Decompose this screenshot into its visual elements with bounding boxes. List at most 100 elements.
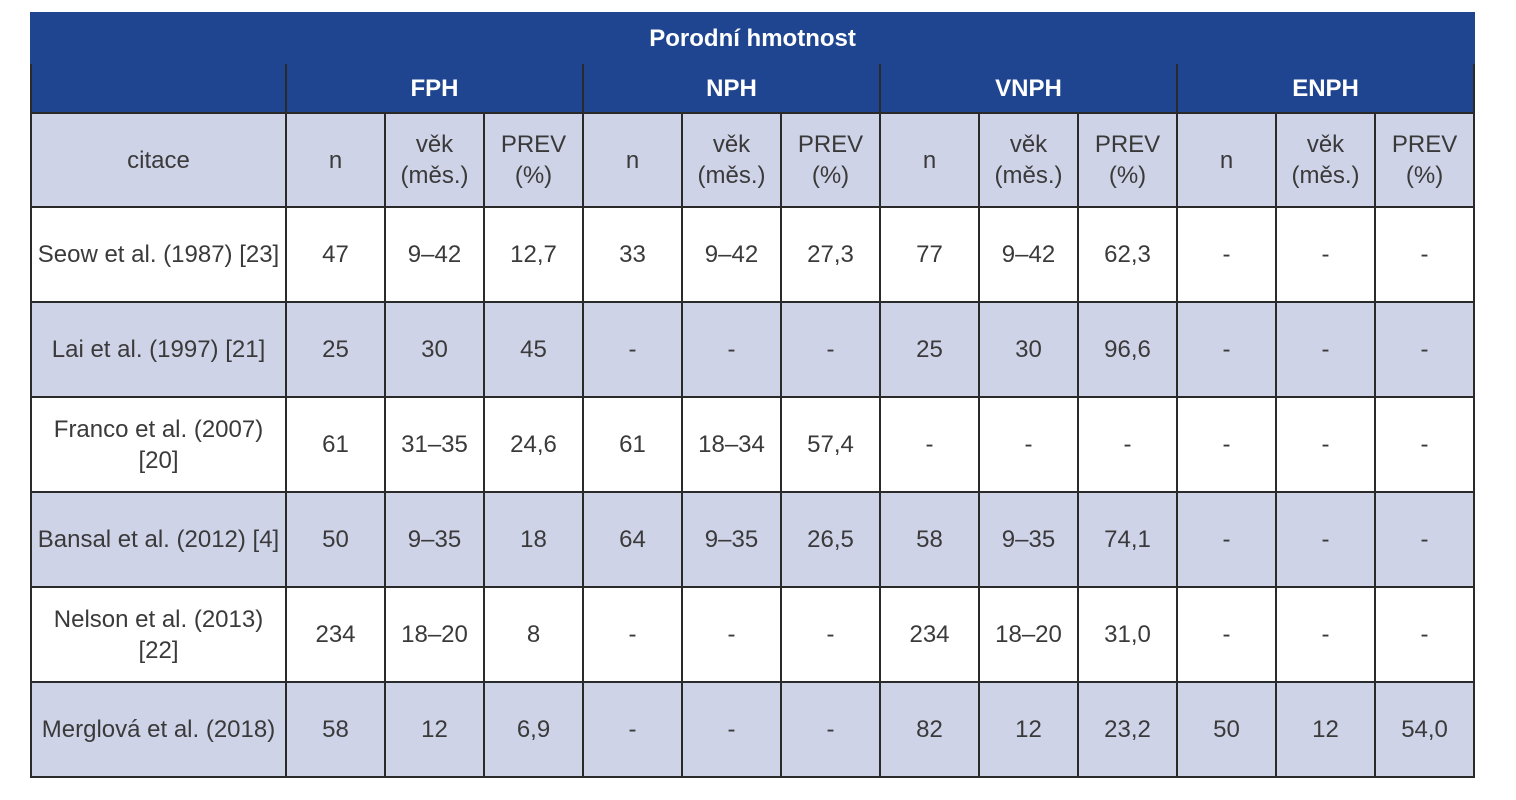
value-cell: -: [1275, 491, 1376, 588]
value-cell: -: [1077, 396, 1178, 493]
value-cell: -: [1176, 491, 1277, 588]
column-header-prev: PREV (%): [1077, 112, 1178, 208]
value-cell: 61: [582, 396, 683, 493]
value-cell: -: [1176, 206, 1277, 303]
group-header-fph: FPH: [285, 62, 584, 114]
value-cell: 26,5: [780, 491, 881, 588]
column-header-age: věk (měs.): [978, 112, 1079, 208]
column-header-prev: PREV (%): [1373, 112, 1476, 208]
group-header-blank: [30, 62, 287, 114]
table-row: Seow et al. (1987) [23] 47 9–42 12,7 33 9–42 2…: [30, 206, 1476, 303]
value-cell: 45: [483, 301, 584, 398]
value-cell: 58: [285, 681, 386, 778]
value-cell: -: [780, 681, 881, 778]
value-cell: 12: [384, 681, 485, 778]
value-cell: -: [1373, 301, 1476, 398]
value-cell: -: [1373, 206, 1476, 303]
column-header-prev: PREV (%): [780, 112, 881, 208]
column-header-n: n: [285, 112, 386, 208]
value-cell: 30: [978, 301, 1079, 398]
value-cell: 24,6: [483, 396, 584, 493]
value-cell: 18–34: [681, 396, 782, 493]
group-header-row: FPH NPH VNPH ENPH: [30, 62, 1476, 114]
citation-cell: Bansal et al. (2012) [4]: [30, 491, 287, 588]
value-cell: 12,7: [483, 206, 584, 303]
value-cell: 50: [1176, 681, 1277, 778]
value-cell: 9–35: [978, 491, 1079, 588]
value-cell: -: [582, 681, 683, 778]
value-cell: -: [582, 301, 683, 398]
table-title: Porodní hmotnost: [29, 12, 1476, 64]
value-cell: 33: [582, 206, 683, 303]
value-cell: -: [1275, 301, 1376, 398]
value-cell: -: [1275, 586, 1376, 683]
value-cell: 30: [384, 301, 485, 398]
table-row: Lai et al. (1997) [21] 25 30 45- - -25 30 96,6-…: [30, 301, 1476, 398]
citation-cell: Merglová et al. (2018): [30, 681, 287, 778]
column-header-n: n: [879, 112, 980, 208]
value-cell: 18–20: [978, 586, 1079, 683]
column-header-n: n: [582, 112, 683, 208]
value-cell: 234: [285, 586, 386, 683]
value-cell: 9–35: [384, 491, 485, 588]
value-cell: -: [1275, 206, 1376, 303]
value-cell: 27,3: [780, 206, 881, 303]
table-row: Bansal et al. (2012) [4] 50 9–35 18 64 9–35 26…: [30, 491, 1476, 588]
value-cell: 47: [285, 206, 386, 303]
column-header-citation: citace: [30, 112, 287, 208]
group-header-nph: NPH: [582, 62, 881, 114]
value-cell: 6,9: [483, 681, 584, 778]
column-header-row: citace n věk (měs.) PREV (%) n věk (měs.) PRE…: [30, 112, 1476, 208]
group-header-vnph: VNPH: [879, 62, 1178, 114]
column-header-n: n: [1176, 112, 1277, 208]
value-cell: 23,2: [1077, 681, 1178, 778]
value-cell: -: [1373, 491, 1476, 588]
value-cell: 50: [285, 491, 386, 588]
value-cell: 234: [879, 586, 980, 683]
value-cell: 8: [483, 586, 584, 683]
table-row: Merglová et al. (2018) 58 12 6,9- - -82 12 23,2…: [30, 681, 1476, 778]
birth-weight-table: Porodní hmotnost FPH NPH VNPH ENPH citac…: [29, 12, 1476, 778]
value-cell: 62,3: [1077, 206, 1178, 303]
value-cell: -: [1176, 301, 1277, 398]
value-cell: -: [978, 396, 1079, 493]
value-cell: 57,4: [780, 396, 881, 493]
value-cell: 9–42: [681, 206, 782, 303]
value-cell: -: [780, 301, 881, 398]
value-cell: -: [1373, 396, 1476, 493]
value-cell: 18–20: [384, 586, 485, 683]
value-cell: 12: [1275, 681, 1376, 778]
value-cell: 96,6: [1077, 301, 1178, 398]
birth-weight-table-container: Porodní hmotnost FPH NPH VNPH ENPH citac…: [29, 12, 1476, 778]
value-cell: 58: [879, 491, 980, 588]
value-cell: 25: [879, 301, 980, 398]
value-cell: 9–42: [978, 206, 1079, 303]
column-header-age: věk (měs.): [681, 112, 782, 208]
table-row: Franco et al. (2007) [20] 61 31–35 24,6 61 18…: [30, 396, 1476, 493]
value-cell: -: [1373, 586, 1476, 683]
table-title-row: Porodní hmotnost: [29, 12, 1476, 64]
citation-cell: Nelson et al. (2013) [22]: [30, 586, 287, 683]
value-cell: 31–35: [384, 396, 485, 493]
value-cell: 64: [582, 491, 683, 588]
value-cell: 12: [978, 681, 1079, 778]
value-cell: -: [780, 586, 881, 683]
value-cell: 25: [285, 301, 386, 398]
citation-cell: Franco et al. (2007) [20]: [30, 396, 287, 493]
table-body: Seow et al. (1987) [23] 47 9–42 12,7 33 9–42 2…: [30, 206, 1476, 778]
value-cell: -: [879, 396, 980, 493]
citation-cell: Lai et al. (1997) [21]: [30, 301, 287, 398]
value-cell: 61: [285, 396, 386, 493]
value-cell: 54,0: [1373, 681, 1476, 778]
table-row: Nelson et al. (2013) [22] 234 18–20 8- - -234…: [30, 586, 1476, 683]
value-cell: 9–35: [681, 491, 782, 588]
value-cell: 18: [483, 491, 584, 588]
value-cell: -: [681, 301, 782, 398]
column-header-age: věk (měs.): [384, 112, 485, 208]
value-cell: 77: [879, 206, 980, 303]
value-cell: -: [1275, 396, 1376, 493]
group-header-enph: ENPH: [1175, 62, 1476, 114]
value-cell: 74,1: [1077, 491, 1178, 588]
column-header-age: věk (měs.): [1275, 112, 1376, 208]
citation-cell: Seow et al. (1987) [23]: [30, 206, 287, 303]
